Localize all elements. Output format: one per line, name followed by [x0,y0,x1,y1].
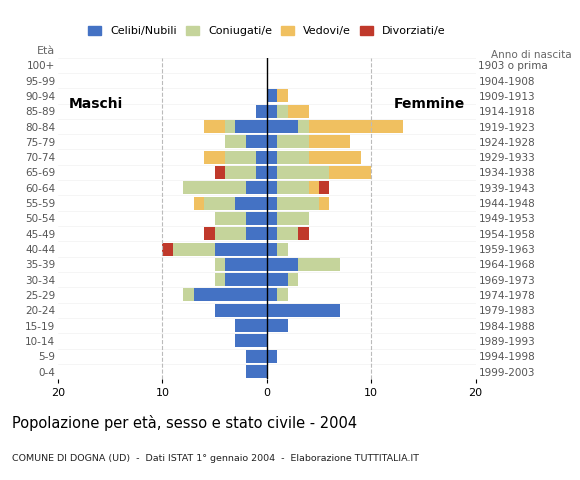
Bar [225,135,246,148]
Bar [256,105,267,118]
Bar [309,135,350,148]
Bar [215,212,246,225]
Bar [215,304,267,317]
Bar [267,89,277,102]
Bar [298,120,309,133]
Bar [256,166,267,179]
Bar [235,335,267,348]
Bar [235,319,267,332]
Bar [267,227,277,240]
Bar [267,242,277,255]
Bar [267,212,277,225]
Bar [267,319,288,332]
Bar [225,273,267,286]
Bar [246,227,267,240]
Bar [235,197,267,210]
Bar [183,181,246,194]
Bar [277,105,288,118]
Bar [298,258,340,271]
Bar [277,89,288,102]
Bar [267,197,277,210]
Bar [204,151,225,164]
Bar [225,151,256,164]
Legend: Celibi/Nubili, Coniugati/e, Vedovi/e, Divorziati/e: Celibi/Nubili, Coniugati/e, Vedovi/e, Di… [84,21,450,41]
Bar [267,135,277,148]
Bar [277,212,309,225]
Text: COMUNE DI DOGNA (UD)  -  Dati ISTAT 1° gennaio 2004  -  Elaborazione TUTTITALIA.: COMUNE DI DOGNA (UD) - Dati ISTAT 1° gen… [12,454,419,463]
Bar [267,166,277,179]
Bar [194,288,267,301]
Bar [267,181,277,194]
Bar [267,258,298,271]
Bar [277,181,309,194]
Text: Popolazione per età, sesso e stato civile - 2004: Popolazione per età, sesso e stato civil… [12,415,357,431]
Bar [319,197,329,210]
Bar [246,212,267,225]
Bar [288,273,298,286]
Bar [246,181,267,194]
Bar [225,166,256,179]
Bar [277,166,329,179]
Bar [329,166,371,179]
Bar [309,120,403,133]
Text: Maschi: Maschi [68,96,123,110]
Bar [235,120,267,133]
Bar [215,227,246,240]
Bar [277,151,309,164]
Bar [267,105,277,118]
Bar [267,304,340,317]
Bar [267,350,277,363]
Bar [319,181,329,194]
Bar [204,120,225,133]
Bar [183,288,194,301]
Bar [173,242,215,255]
Bar [194,197,204,210]
Bar [215,273,225,286]
Bar [225,120,235,133]
Bar [267,288,277,301]
Bar [246,350,267,363]
Bar [298,227,309,240]
Bar [267,151,277,164]
Bar [162,242,173,255]
Bar [277,227,298,240]
Bar [267,120,298,133]
Bar [277,242,288,255]
Bar [277,135,309,148]
Bar [277,288,288,301]
Text: Femmine: Femmine [394,96,465,110]
Bar [267,273,288,286]
Bar [215,258,225,271]
Text: Anno di nascita: Anno di nascita [491,50,571,60]
Bar [277,197,319,210]
Bar [309,181,319,194]
Bar [246,365,267,378]
Bar [204,197,235,210]
Bar [215,166,225,179]
Text: Età: Età [37,46,55,56]
Bar [309,151,361,164]
Bar [288,105,309,118]
Bar [246,135,267,148]
Bar [204,227,215,240]
Bar [256,151,267,164]
Bar [225,258,267,271]
Bar [215,242,267,255]
